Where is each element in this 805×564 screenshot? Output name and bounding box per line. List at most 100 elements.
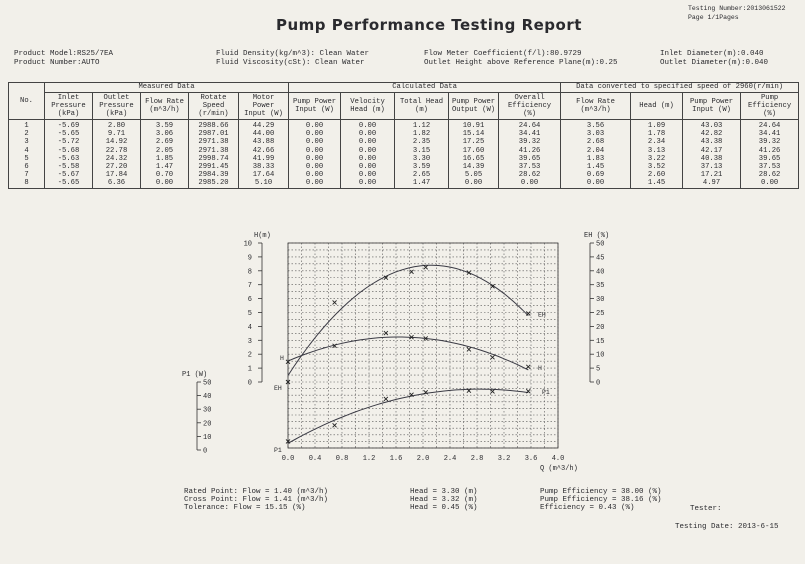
head-tolerance: Head = 0.45 (%) [410, 504, 478, 512]
table-cell: 1.47 [412, 179, 431, 188]
head-tick-label: 9 [248, 254, 252, 262]
table-cell: 6.36 [107, 179, 126, 188]
col-header: Flow Rate (m^3/h) [140, 92, 189, 120]
table-column-values: 24.64 34.41 39.32 41.26 39.65 37.53 28.62 0.00 [740, 119, 800, 189]
head-rated: Head = 3.30 (m) [410, 488, 478, 496]
table-cell: 0.00 [305, 122, 324, 130]
table-cell: 8 [24, 179, 29, 188]
fluid-viscosity: Fluid Viscosity(cSt): Clean Water [216, 59, 365, 67]
power-data-point [383, 396, 389, 402]
table-cell: 17.64 [252, 171, 275, 180]
table-cell: 17.21 [700, 171, 723, 180]
table-cell: 3 [24, 138, 29, 147]
table-cell: 2.65 [412, 171, 431, 180]
table-cell: 0.00 [305, 138, 324, 147]
table-cell: 17.84 [105, 171, 128, 180]
table-cell: 3.15 [412, 146, 431, 155]
head-tick-label: 10 [244, 241, 252, 249]
table-cell: 0.00 [586, 179, 605, 188]
page-title: Pump Performance Testing Report [276, 16, 582, 34]
col-header: Pump Power Input (W) [288, 92, 342, 120]
power-tick-label: 20 [203, 420, 211, 428]
table-cell: 41.99 [252, 154, 275, 163]
table-cell: 15.14 [462, 130, 485, 139]
table-cell: 5.10 [254, 179, 273, 188]
table-cell: 3.30 [412, 154, 431, 163]
x-tick-label: 2.0 [417, 455, 430, 463]
x-tick-label: 1.6 [390, 455, 403, 463]
group-converted: Data converted to specified speed of 296… [560, 82, 800, 93]
col-header: Outlet Pressure (kPa) [92, 92, 141, 120]
table-cell: 2.04 [586, 146, 605, 155]
col-header: Pump Power Input (W) [682, 92, 742, 120]
table-column-values: 2988.66 2987.01 2971.38 2971.38 2998.74 2991.… [188, 119, 239, 189]
table-cell: 37.53 [518, 163, 541, 172]
efficiency-cross: Pump Efficiency = 38.16 (%) [540, 496, 662, 504]
table-cell: 3.13 [647, 146, 666, 155]
table-cell: 3.03 [586, 130, 605, 139]
table-cell: 0.69 [586, 171, 605, 180]
table-cell: 2.68 [586, 138, 605, 147]
table-cell: 1.78 [647, 130, 666, 139]
table-cell: 0.00 [358, 138, 377, 147]
table-cell: 0.00 [358, 154, 377, 163]
table-cell: 5 [24, 154, 29, 163]
table-cell: 0.00 [358, 179, 377, 188]
table-cell: 1.82 [412, 130, 431, 139]
efficiency-tick-label: 35 [596, 282, 604, 290]
efficiency-data-point [383, 275, 389, 280]
head-curve-label: H [538, 365, 542, 372]
table-cell: 1.09 [647, 122, 666, 130]
col-header: Velocity Head (m) [340, 92, 396, 120]
col-header: Inlet Pressure (kPa) [44, 92, 93, 120]
table-cell: 39.65 [518, 154, 541, 163]
table-cell: -5.69 [57, 122, 80, 130]
efficiency-data-point [423, 264, 429, 270]
plot-frame [287, 242, 559, 449]
table-cell: 1 [24, 122, 29, 130]
efficiency-tick-label: 20 [596, 324, 604, 332]
table-cell: -5.67 [57, 171, 80, 180]
table-cell: 4.97 [702, 179, 721, 188]
table-cell: 2991.45 [198, 163, 229, 172]
table-cell: 1.45 [586, 163, 605, 172]
table-cell: 0.00 [305, 179, 324, 188]
table-cell: 0.00 [358, 163, 377, 172]
power-curve-label-start: P1 [274, 447, 282, 454]
table-cell: -5.65 [57, 179, 80, 188]
power-data-point [490, 389, 495, 394]
table-cell: 1.12 [412, 122, 431, 130]
table-cell: 3.59 [412, 163, 431, 172]
power-tick-label: 0 [203, 448, 207, 456]
table-column-values: 1.12 1.82 2.35 3.15 3.30 3.59 2.65 1.47 [394, 119, 450, 189]
head-cross: Head = 3.32 (m) [410, 496, 478, 504]
table-cell: 37.53 [758, 163, 781, 172]
efficiency-tick-label: 0 [596, 380, 600, 388]
outlet-diameter: Outlet Diameter(m):0.040 [660, 59, 769, 67]
x-tick-label: 3.2 [498, 455, 511, 463]
efficiency-curve [287, 264, 529, 376]
x-tick-label: 0.0 [282, 455, 295, 463]
efficiency-data-point [490, 284, 495, 289]
efficiency-curve-label: EH [538, 312, 546, 319]
efficiency-data-point [525, 311, 531, 316]
table-cell: -5.63 [57, 154, 80, 163]
col-header: Total Head (m) [394, 92, 450, 120]
head-tick-label: 2 [248, 352, 252, 360]
efficiency-tick-label: 40 [596, 268, 604, 276]
table-column-values: 0.00 0.00 0.00 0.00 0.00 0.00 0.00 0.00 [340, 119, 396, 189]
x-tick-label: 2.8 [471, 455, 484, 463]
col-header: Flow Rate (m^3/h) [560, 92, 632, 120]
table-cell: 1.85 [155, 154, 174, 163]
col-header: Pump Power Output (W) [448, 92, 500, 120]
x-axis-label: Q (m^3/h) [540, 464, 578, 473]
table-column-values: 10.91 15.14 17.25 17.60 16.65 14.39 5.05 0.00 [448, 119, 500, 189]
head-data-point [490, 354, 495, 360]
table-cell: 3.59 [155, 122, 174, 130]
table-column-values: -5.69 -5.65 -5.72 -5.68 -5.63 -5.58 -5.67 -5.65 [44, 119, 93, 189]
efficiency-rated: Pump Efficiency = 38.00 (%) [540, 488, 662, 496]
table-cell: 2 [24, 130, 29, 139]
table-column-values: 2.80 9.71 14.92 22.78 24.32 27.20 17.84 6.36 [92, 119, 141, 189]
table-cell: 1.83 [586, 154, 605, 163]
